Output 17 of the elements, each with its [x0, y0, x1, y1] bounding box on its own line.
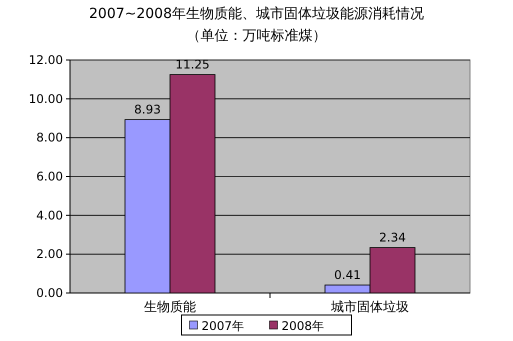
y-tick-label: 10.00	[28, 92, 63, 106]
data-label: 8.93	[134, 102, 161, 117]
legend-label: 2008年	[282, 319, 324, 333]
y-tick-label: 6.00	[36, 170, 63, 184]
y-tick-label: 4.00	[36, 208, 63, 222]
x-tick-label: 生物质能	[144, 300, 196, 315]
data-label: 2.34	[379, 230, 406, 245]
chart-subtitle: （单位：万吨标准煤）	[186, 28, 326, 44]
chart-title: 2007~2008年生物质能、城市固体垃圾能源消耗情况	[89, 6, 424, 22]
y-tick-label: 0.00	[36, 286, 63, 300]
x-tick-label: 城市固体垃圾	[330, 300, 409, 315]
y-tick-label: 8.00	[36, 130, 63, 145]
legend-label: 2007年	[202, 319, 244, 333]
data-label: 0.41	[334, 268, 361, 282]
y-tick-label: 2.00	[36, 247, 63, 262]
data-label: 11.25	[175, 58, 210, 72]
y-tick-label: 12.00	[28, 53, 63, 67]
